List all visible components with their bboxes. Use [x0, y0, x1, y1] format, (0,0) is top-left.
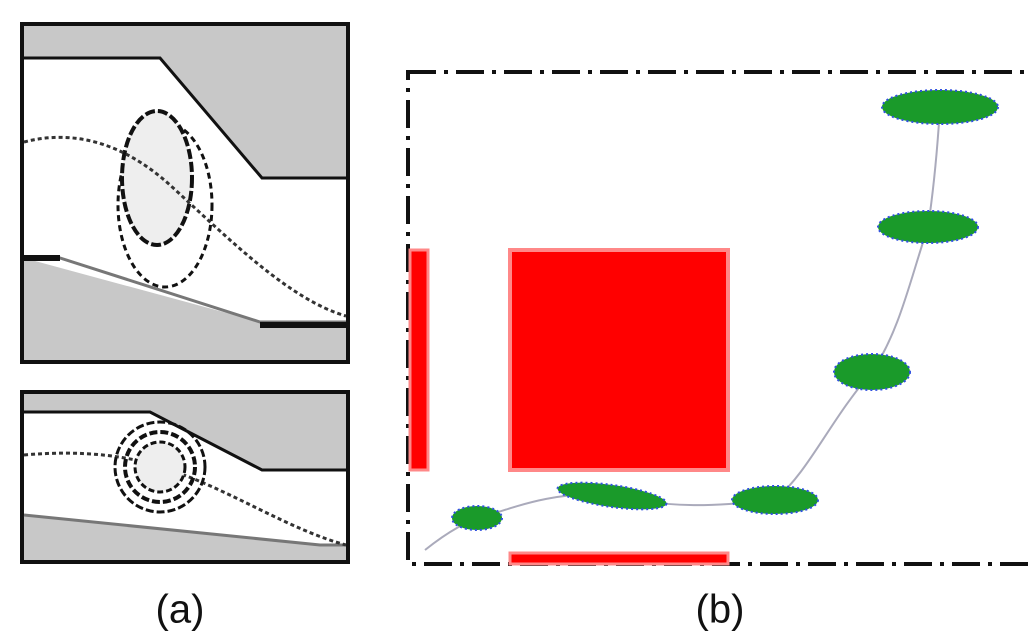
panel-label: (b): [696, 588, 745, 632]
panel-b: [408, 72, 1030, 564]
panel-label: (a): [156, 588, 205, 632]
panel-a-bottom: [22, 392, 348, 562]
figure: (a) (b): [0, 0, 1030, 638]
panel-a-top: [22, 24, 348, 362]
